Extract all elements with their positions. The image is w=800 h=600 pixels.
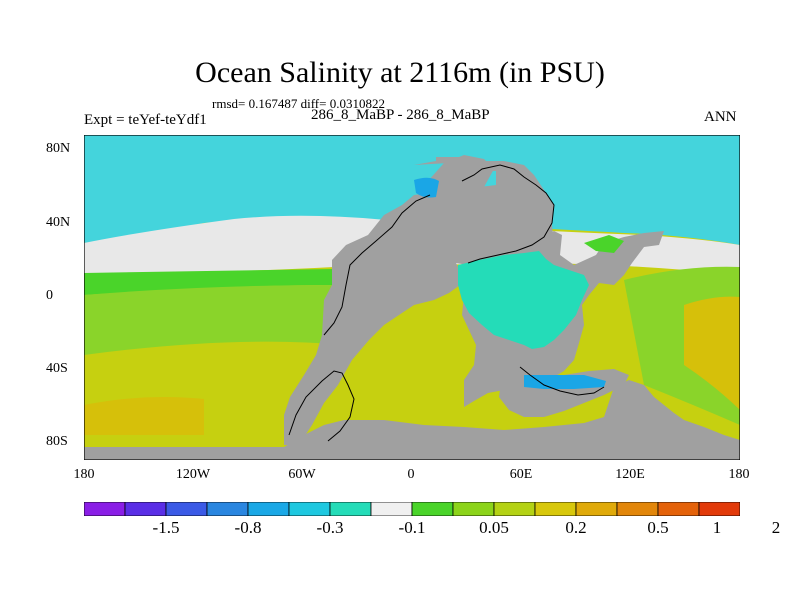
colorbar-swatch [698,502,740,516]
colorbar-swatch [165,502,208,516]
y-tick-40n: 40N [46,215,71,230]
period-label: 286_8_MaBP - 286_8_MaBP [311,107,490,123]
colorbar-swatch [657,502,700,516]
colorbar-label: 0.2 [565,518,587,537]
green-band-north [84,269,334,295]
x-tick-0: 0 [407,467,415,482]
green-patch [584,235,624,253]
colorbar-swatch [452,502,495,516]
y-tick-80n: 80N [46,141,71,156]
colorbar-swatch [616,502,659,516]
stats-text: rmsd= 0.167487 diff= 0.0310822 [212,96,385,111]
salinity-map [84,135,740,460]
colorbar-label: 1 [712,518,722,537]
green-band [84,285,344,355]
colorbar-swatch [329,502,372,516]
olive-band-south [84,397,204,435]
colorbar-swatch [288,502,331,516]
colorbar-label: -1.5 [152,518,180,537]
colorbar-swatch [206,502,249,516]
x-tick-60e: 60E [509,467,533,482]
colorbar-label: -0.1 [398,518,426,537]
y-tick-80s: 80S [46,434,68,449]
colorbar-label: 2 [771,518,781,537]
colorbar-swatch [411,502,454,516]
chart-title: Ocean Salinity at 2116m (in PSU) [195,56,605,89]
y-tick-40s: 40S [46,361,68,376]
olive-band-east [684,296,740,410]
x-tick-120w: 120W [175,467,211,482]
southern-landmass [84,380,740,460]
colorbar-swatch [124,502,167,516]
north-landmass [428,155,494,201]
x-tick-60w: 60W [288,467,316,482]
experiment-label: Expt = teYef-teYdf1 [84,112,207,128]
colorbar-label: -0.3 [316,518,344,537]
colorbar-swatch [370,502,413,516]
colorbar-swatch [575,502,618,516]
season-label: ANN [704,109,737,125]
coastline-antarctic [519,366,605,396]
colorbar-label: -0.8 [234,518,262,537]
blue-spot-north [414,177,439,198]
colorbar [84,502,740,516]
colorbar-label: 0.5 [647,518,669,537]
colorbar-swatch [493,502,536,516]
coastline-south [288,370,355,442]
colorbar-label: 0.05 [479,518,509,537]
coastline-eurasia [461,164,555,264]
colorbar-swatch [534,502,577,516]
x-tick-180-west: 180 [73,467,95,482]
teal-basin [458,251,589,349]
coastline-america [323,194,431,336]
x-tick-180-east: 180 [728,467,750,482]
america-landmass [284,157,554,445]
colorbar-swatch [84,502,126,516]
arctic-band [84,135,740,245]
coastlines [288,164,605,442]
y-tick-0: 0 [46,288,53,303]
colorbar-swatch [247,502,290,516]
x-tick-120e: 120E [615,467,645,482]
